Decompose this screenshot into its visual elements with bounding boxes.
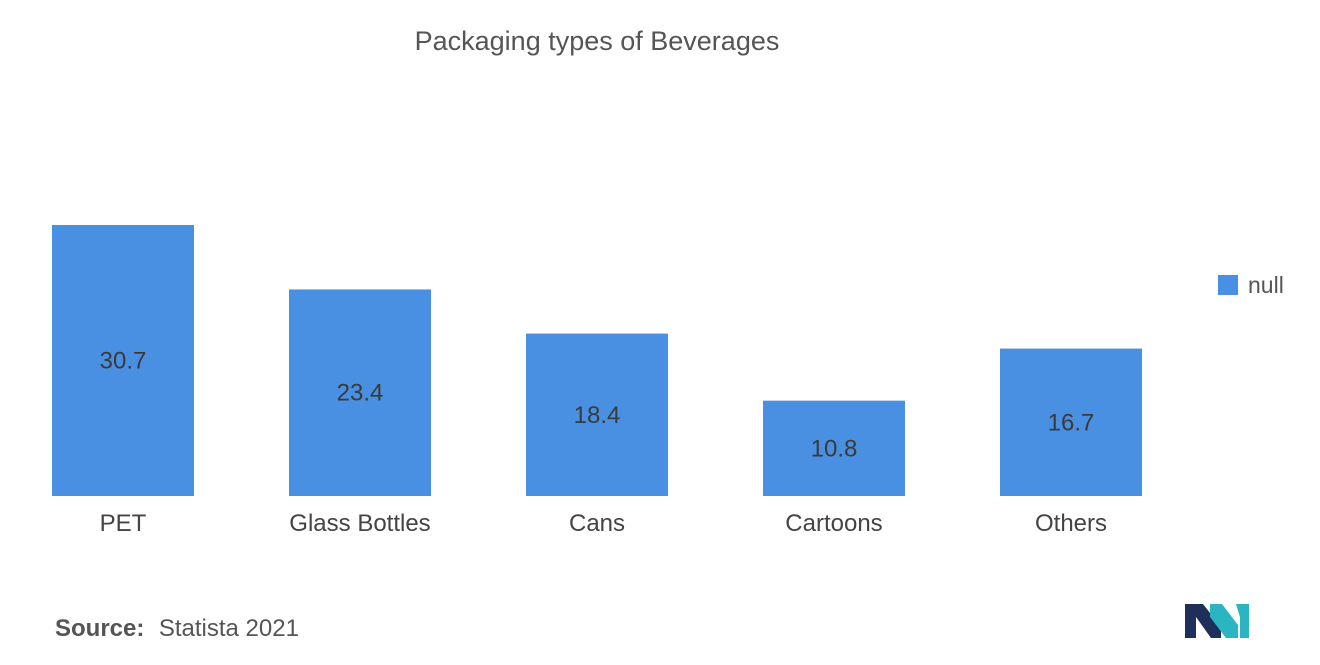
source-prefix: Source:	[55, 615, 144, 642]
mordor-intelligence-logo-icon	[1185, 604, 1249, 638]
chart-title: Packaging types of Beverages	[415, 26, 780, 56]
legend-label: null	[1248, 272, 1284, 298]
category-label: Others	[1035, 510, 1107, 537]
bar-cans	[526, 333, 668, 496]
category-label: Glass Bottles	[289, 510, 430, 537]
bar-glass-bottles	[289, 289, 431, 496]
svg-text:Source: Statista 2021: Source: Statista 2021	[55, 615, 299, 642]
category-label: Cartoons	[785, 510, 882, 537]
value-label: 30.7	[100, 348, 147, 375]
value-label: 18.4	[574, 402, 621, 429]
source-text: Statista 2021	[159, 615, 299, 642]
bars-layer	[52, 225, 1142, 496]
category-label: Cans	[569, 510, 625, 537]
legend: null	[1218, 272, 1284, 298]
bar-pet	[52, 225, 194, 496]
value-labels-layer: 30.7 23.4 18.4 10.8 16.7	[100, 348, 1095, 463]
logo-part-left	[1185, 604, 1221, 638]
legend-swatch	[1218, 275, 1238, 295]
category-labels-layer: PET Glass Bottles Cans Cartoons Others	[100, 510, 1107, 537]
category-label: PET	[100, 510, 147, 537]
value-label: 10.8	[811, 435, 858, 462]
value-label: 16.7	[1048, 409, 1095, 436]
value-label: 23.4	[337, 380, 384, 407]
logo-part-right	[1236, 604, 1249, 638]
bar-others	[1000, 348, 1142, 496]
bar-cartoons	[763, 400, 905, 496]
source-note: Source: Statista 2021	[55, 615, 299, 642]
logo-part-middle	[1210, 604, 1238, 638]
